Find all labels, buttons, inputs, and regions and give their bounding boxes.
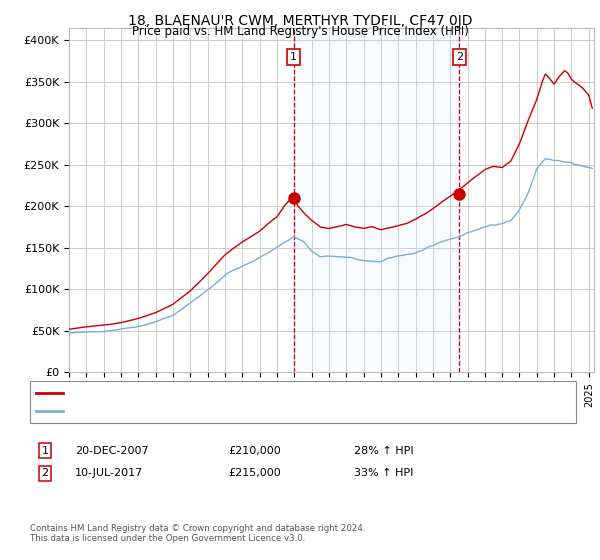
Text: 20-DEC-2007: 20-DEC-2007	[75, 446, 149, 456]
Text: 10-JUL-2017: 10-JUL-2017	[75, 468, 143, 478]
Text: HPI: Average price, detached house, Merthyr Tydfil: HPI: Average price, detached house, Mert…	[69, 406, 333, 416]
Text: 18, BLAENAU'R CWM, MERTHYR TYDFIL, CF47 0JD: 18, BLAENAU'R CWM, MERTHYR TYDFIL, CF47 …	[128, 14, 472, 28]
Text: 33% ↑ HPI: 33% ↑ HPI	[354, 468, 413, 478]
Text: Contains HM Land Registry data © Crown copyright and database right 2024.
This d: Contains HM Land Registry data © Crown c…	[30, 524, 365, 543]
Bar	[294, 28, 460, 372]
Text: £215,000: £215,000	[228, 468, 281, 478]
Text: 1: 1	[41, 446, 49, 456]
Text: Price paid vs. HM Land Registry's House Price Index (HPI): Price paid vs. HM Land Registry's House …	[131, 25, 469, 38]
Text: 18, BLAENAU'R CWM, MERTHYR TYDFIL, CF47 0JD (detached house): 18, BLAENAU'R CWM, MERTHYR TYDFIL, CF47 …	[69, 388, 421, 398]
Text: £210,000: £210,000	[228, 446, 281, 456]
Text: 2: 2	[41, 468, 49, 478]
Text: 2: 2	[456, 52, 463, 62]
Text: 1: 1	[290, 52, 297, 62]
Text: 28% ↑ HPI: 28% ↑ HPI	[354, 446, 413, 456]
